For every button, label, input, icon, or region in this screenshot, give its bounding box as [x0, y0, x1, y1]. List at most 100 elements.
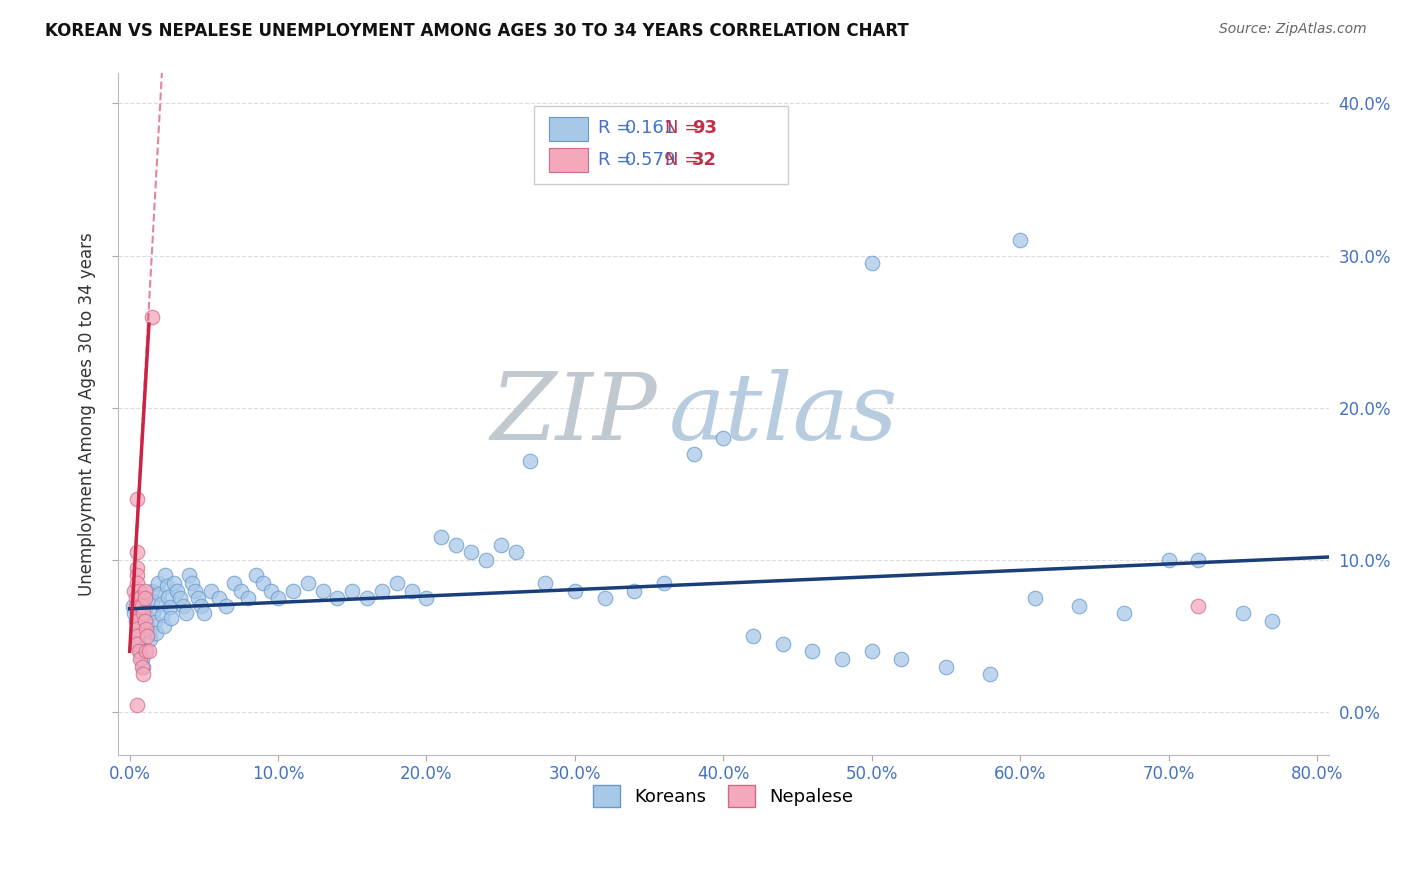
Point	[153, 618, 176, 632]
Text: 32: 32	[692, 151, 717, 169]
Point	[371, 583, 394, 598]
Point	[682, 446, 704, 460]
Point	[200, 583, 222, 598]
Point	[129, 591, 152, 606]
Point	[136, 617, 159, 632]
Point	[245, 568, 267, 582]
Point	[127, 575, 149, 590]
Point	[127, 560, 149, 574]
Point	[124, 599, 146, 613]
Text: 0.579: 0.579	[624, 151, 676, 169]
Point	[128, 644, 150, 658]
Y-axis label: Unemployment Among Ages 30 to 34 years: Unemployment Among Ages 30 to 34 years	[79, 232, 96, 596]
Point	[259, 583, 281, 598]
Point	[564, 583, 586, 598]
Point	[129, 599, 152, 613]
Point	[297, 575, 319, 590]
Point	[385, 575, 408, 590]
Point	[326, 591, 349, 606]
Point	[801, 644, 824, 658]
Text: 93: 93	[692, 120, 717, 137]
Point	[124, 614, 146, 628]
Point	[159, 600, 181, 615]
Point	[1024, 591, 1046, 606]
Point	[238, 591, 260, 606]
Text: atlas: atlas	[669, 369, 898, 459]
Point	[132, 667, 155, 681]
Point	[127, 545, 149, 559]
Point	[489, 538, 512, 552]
Point	[430, 530, 453, 544]
Point	[623, 583, 645, 598]
Point	[135, 609, 157, 624]
Point	[145, 626, 167, 640]
Point	[136, 629, 159, 643]
Point	[193, 607, 215, 621]
Point	[127, 622, 149, 636]
Point	[505, 545, 527, 559]
Point	[155, 568, 177, 582]
Point	[134, 591, 156, 606]
Point	[135, 622, 157, 636]
Point	[593, 591, 616, 606]
Point	[134, 614, 156, 628]
Point	[860, 256, 883, 270]
Point	[215, 599, 238, 613]
Point	[149, 597, 172, 611]
Point	[756, 165, 779, 179]
Point	[143, 615, 166, 630]
Point	[475, 553, 498, 567]
Text: ZIP: ZIP	[491, 369, 657, 459]
Point	[1261, 614, 1284, 628]
Point	[415, 591, 437, 606]
Point	[141, 310, 163, 324]
Text: R =: R =	[599, 151, 631, 169]
Legend: Koreans, Nepalese: Koreans, Nepalese	[586, 778, 860, 814]
Point	[742, 629, 765, 643]
Text: Source: ZipAtlas.com: Source: ZipAtlas.com	[1219, 22, 1367, 37]
Point	[444, 538, 467, 552]
Point	[534, 575, 557, 590]
Point	[150, 607, 173, 622]
Point	[138, 644, 160, 658]
Point	[124, 591, 146, 606]
Point	[141, 583, 163, 598]
Point	[229, 583, 252, 598]
Point	[142, 605, 165, 619]
Point	[1187, 553, 1209, 567]
Point	[139, 632, 162, 647]
Point	[1232, 607, 1254, 621]
Point	[131, 659, 153, 673]
Point	[134, 583, 156, 598]
Text: N =: N =	[665, 151, 700, 169]
Point	[127, 637, 149, 651]
Point	[356, 591, 378, 606]
Point	[129, 652, 152, 666]
Point	[160, 611, 183, 625]
Point	[122, 583, 145, 598]
Point	[127, 629, 149, 643]
Point	[128, 637, 150, 651]
Point	[267, 591, 290, 606]
Point	[146, 575, 169, 590]
Point	[148, 586, 170, 600]
Point	[156, 579, 179, 593]
Point	[131, 599, 153, 613]
Point	[460, 545, 482, 559]
Point	[174, 607, 197, 621]
Point	[177, 568, 200, 582]
Point	[127, 492, 149, 507]
Point	[1010, 234, 1032, 248]
Point	[128, 583, 150, 598]
Point	[129, 644, 152, 658]
Point	[127, 629, 149, 643]
Point	[127, 614, 149, 628]
Point	[127, 568, 149, 582]
Point	[1187, 599, 1209, 613]
Text: N =: N =	[665, 120, 700, 137]
Point	[127, 607, 149, 621]
Point	[711, 431, 734, 445]
Point	[121, 599, 143, 613]
Point	[163, 575, 186, 590]
Point	[166, 583, 188, 598]
